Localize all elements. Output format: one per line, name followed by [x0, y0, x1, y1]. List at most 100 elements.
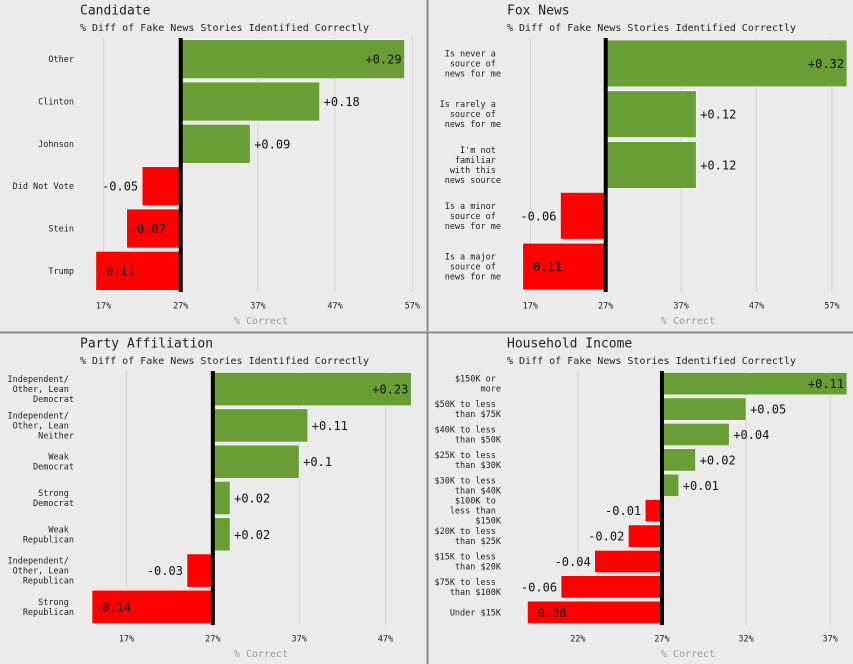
bar: [126, 208, 182, 249]
x-tick-label: 17%: [119, 635, 134, 645]
category-label: Johnson: [38, 139, 74, 149]
category-label: $30K to less than $40K: [434, 476, 501, 496]
x-tick-label: 57%: [405, 302, 420, 312]
category-label: $15K to less than $20K: [434, 552, 501, 572]
value-label: -0.14: [95, 600, 131, 614]
panel-title: Fox News: [507, 4, 570, 19]
category-label: $20K to less than $25K: [434, 527, 501, 547]
panel-subtitle: % Diff of Fake News Stories Identified C…: [507, 356, 796, 367]
bar: [661, 397, 747, 421]
x-tick-label: 37%: [291, 635, 306, 645]
bar: [605, 90, 697, 138]
value-label: +0.02: [700, 453, 736, 467]
x-tick-label: 17%: [523, 302, 538, 312]
value-label: +0.02: [234, 492, 270, 506]
x-axis-title: % Correct: [661, 649, 715, 660]
panel-title: Household Income: [507, 337, 632, 352]
value-label: +0.05: [750, 403, 786, 417]
category-label: Weak Democrat: [33, 452, 74, 472]
x-tick-label: 37%: [673, 302, 688, 312]
panel-subtitle: % Diff of Fake News Stories Identified C…: [80, 356, 369, 367]
bar: [91, 589, 214, 624]
value-label: +0.32: [808, 57, 844, 71]
x-tick-label: 37%: [250, 302, 265, 312]
x-tick-label: 27%: [173, 302, 188, 312]
value-label: -0.11: [526, 260, 562, 274]
category-label: Is a major source of news for me: [445, 252, 501, 282]
value-label: +0.02: [234, 528, 270, 542]
category-label: Is never a source of news for me: [445, 49, 501, 79]
value-label: +0.04: [733, 428, 769, 442]
x-axis-title: % Correct: [234, 649, 288, 660]
bar: [661, 448, 696, 472]
bar: [95, 251, 182, 291]
value-label: +0.18: [324, 95, 360, 109]
category-label: Other: [48, 55, 74, 65]
x-tick-label: 47%: [378, 635, 393, 645]
value-label: +0.11: [312, 419, 348, 433]
x-tick-label: 27%: [205, 635, 220, 645]
x-axis-title: % Correct: [234, 316, 288, 327]
value-label: +0.12: [700, 108, 736, 122]
bar: [180, 124, 251, 164]
bar: [141, 166, 182, 206]
bar: [628, 524, 663, 548]
category-label: Strong Republican: [23, 597, 74, 617]
category-label: Clinton: [38, 97, 74, 107]
category-label: $150K or more: [455, 374, 501, 394]
category-label: $40K to less than $50K: [434, 425, 501, 445]
value-label: -0.11: [99, 264, 135, 278]
value-label: +0.01: [683, 479, 719, 493]
value-label: -0.07: [130, 222, 166, 236]
bar: [661, 422, 730, 446]
value-label: +0.29: [365, 53, 401, 67]
value-label: +0.09: [254, 137, 290, 151]
bar: [594, 549, 663, 573]
bar: [560, 575, 663, 599]
bar: [212, 408, 309, 443]
category-label: Stein: [48, 224, 74, 234]
bar: [661, 473, 680, 497]
bar: [212, 372, 412, 407]
panel-title: Party Affiliation: [80, 337, 213, 352]
value-label: -0.03: [147, 564, 183, 578]
category-label: Independent/ Other, Lean Neither: [7, 411, 74, 441]
x-tick-label: 57%: [824, 302, 839, 312]
category-label: Is a minor source of news for me: [445, 201, 501, 231]
bar: [212, 444, 300, 479]
category-label: Strong Democrat: [33, 489, 74, 509]
x-tick-label: 27%: [654, 635, 669, 645]
bar: [186, 553, 214, 588]
panel-subtitle: % Diff of Fake News Stories Identified C…: [507, 23, 796, 34]
value-label: -0.02: [588, 530, 624, 544]
panel-subtitle: % Diff of Fake News Stories Identified C…: [80, 23, 369, 34]
category-label: I'm not familiar with this news source: [445, 146, 501, 186]
bar: [212, 481, 231, 515]
category-label: Is rarely a source of news for me: [440, 100, 501, 130]
category-label: $100K to less than $150K: [450, 496, 502, 526]
x-tick-label: 47%: [327, 302, 342, 312]
bar: [180, 81, 320, 122]
bar: [644, 499, 663, 523]
bar: [605, 39, 848, 88]
value-label: -0.01: [605, 504, 641, 518]
x-axis-title: % Correct: [661, 316, 715, 327]
value-label: +0.11: [808, 377, 844, 391]
value-label: +0.12: [700, 159, 736, 173]
category-label: $75K to less than $100K: [434, 577, 501, 597]
value-label: -0.06: [520, 209, 556, 223]
value-label: +0.23: [372, 383, 408, 397]
category-label: $25K to less than $30K: [434, 450, 501, 470]
category-label: Independent/ Other, Lean Republican: [7, 556, 74, 586]
value-label: -0.06: [521, 580, 557, 594]
x-tick-label: 22%: [570, 635, 585, 645]
bar: [560, 192, 607, 240]
bar: [212, 517, 231, 552]
value-label: -0.05: [102, 180, 138, 194]
category-label: Did Not Vote: [13, 182, 74, 192]
x-tick-label: 37%: [822, 635, 837, 645]
bar: [605, 141, 697, 189]
value-label: +0.1: [303, 455, 332, 469]
category-label: Trump: [48, 266, 74, 276]
